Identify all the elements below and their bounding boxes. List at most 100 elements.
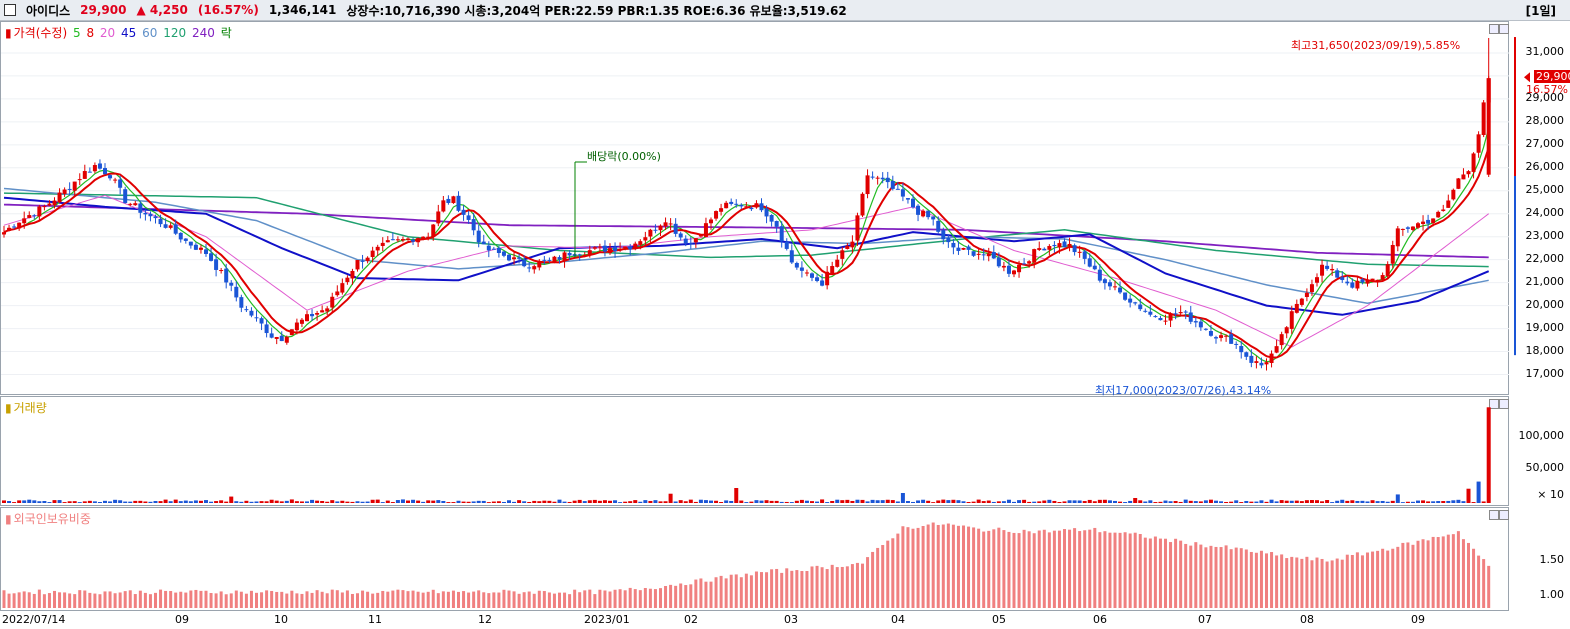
volume-tick: × 10 <box>1537 488 1564 501</box>
foreign-bar <box>906 527 910 608</box>
candle-body <box>37 206 42 217</box>
volume-bar <box>224 501 229 503</box>
candle-body <box>1365 280 1370 284</box>
foreign-bar <box>1063 529 1066 608</box>
candle-body <box>188 241 193 246</box>
current-price-marker <box>1524 72 1530 83</box>
close-icon[interactable] <box>1499 510 1509 520</box>
foreign-bar <box>775 568 779 608</box>
candle-body <box>400 239 405 241</box>
close-icon[interactable] <box>1499 399 1509 409</box>
candle-body <box>491 248 496 250</box>
candle-body <box>1107 282 1112 287</box>
foreign-bar <box>1487 565 1491 608</box>
volume-chart[interactable] <box>1 397 1509 505</box>
volume-bar <box>158 501 163 503</box>
foreign-bar <box>335 590 339 608</box>
minimize-icon[interactable] <box>1489 510 1499 520</box>
candle-body <box>108 175 113 179</box>
foreign-bar <box>356 593 359 608</box>
foreign-bar <box>1406 542 1410 608</box>
candle-body <box>1325 265 1330 269</box>
candle-body <box>168 225 173 228</box>
volume-bar <box>1107 500 1112 503</box>
volume-legend: ▮ 거래량 <box>5 399 49 416</box>
volume-bar <box>512 501 517 503</box>
foreign-bar <box>997 527 1001 608</box>
date-tick: 2023/01 <box>584 613 630 626</box>
candle-body <box>734 203 739 205</box>
candle-body <box>325 308 330 312</box>
volume-bar <box>597 500 602 503</box>
foreign-bar <box>1310 560 1314 608</box>
volume-panel[interactable]: ▮ 거래량 <box>0 396 1509 506</box>
candle-body <box>62 189 67 194</box>
foreign-bar <box>618 589 622 608</box>
date-tick: 07 <box>1198 613 1212 626</box>
foreign-bar <box>1153 536 1157 608</box>
stock-name[interactable]: 아이디스 <box>26 3 71 18</box>
volume-bar <box>446 502 451 503</box>
foreign-bar <box>1204 547 1208 608</box>
volume-bar <box>774 500 779 503</box>
date-tick: 2022/07/14 <box>2 613 66 626</box>
foreign-bar <box>805 571 809 608</box>
minimize-icon[interactable] <box>1489 399 1499 409</box>
candle-body <box>507 254 511 261</box>
foreign-bar <box>1234 547 1238 608</box>
foreign-bar <box>628 587 632 608</box>
volume-bar <box>1208 499 1213 503</box>
price-tick: 25,000 <box>1525 182 1565 196</box>
candle-body <box>512 257 517 260</box>
candle-body <box>991 251 996 259</box>
candle-body <box>996 257 1001 267</box>
candle-body <box>774 221 779 227</box>
foreign-bar <box>113 593 117 608</box>
volume-bar <box>1153 502 1158 503</box>
candle-body <box>835 259 840 267</box>
ma45-line <box>3 196 1490 316</box>
foreign-bar <box>416 591 420 608</box>
foreign-bar <box>1441 536 1445 608</box>
candle-body <box>1476 134 1481 153</box>
foreign-bar <box>1431 536 1435 608</box>
foreign-bar <box>1335 558 1339 608</box>
candle-body <box>1461 174 1466 180</box>
volume-bar <box>1133 498 1138 503</box>
price-panel[interactable]: ▮ 가격(수정) 5 8 20 45 60 120 240 락 최고31,650(… <box>0 21 1509 397</box>
volume-bar <box>703 500 708 503</box>
foreign-bar <box>946 523 950 608</box>
checkbox-icon[interactable] <box>4 4 16 16</box>
foreign-bar <box>305 591 309 608</box>
volume-bar <box>1047 499 1052 503</box>
close-icon[interactable] <box>1499 24 1509 34</box>
foreign-bar <box>1007 531 1011 608</box>
volume-bar <box>1057 502 1062 503</box>
foreign-ownership-panel[interactable]: ▮ 외국인보유비중 <box>0 507 1509 611</box>
period-button[interactable]: [1일] <box>1525 4 1556 18</box>
foreign-bar <box>22 591 26 608</box>
volume-bar <box>764 500 769 503</box>
volume-bar <box>1330 502 1335 503</box>
foreign-chart[interactable] <box>1 508 1509 610</box>
candle-body <box>567 252 572 256</box>
volume-bar <box>340 500 345 503</box>
volume-bar <box>562 501 567 503</box>
minimize-icon[interactable] <box>1489 24 1499 34</box>
candle-body <box>1436 211 1441 218</box>
volume-bar <box>1426 501 1431 503</box>
volume-bar <box>754 500 759 503</box>
price-chart[interactable] <box>1 22 1509 394</box>
foreign-bar <box>1345 554 1349 608</box>
candle-body <box>239 297 244 308</box>
foreign-bar <box>845 566 849 608</box>
candle-body <box>12 226 17 228</box>
volume-bar <box>931 502 936 503</box>
price-tick: 17,000 <box>1525 366 1565 380</box>
volume-bar <box>1436 501 1441 503</box>
volume-bar <box>890 500 895 503</box>
candle-body <box>158 218 163 225</box>
volume-bar <box>284 500 289 503</box>
candle-body <box>1214 337 1218 339</box>
volume-bar <box>1203 500 1208 503</box>
